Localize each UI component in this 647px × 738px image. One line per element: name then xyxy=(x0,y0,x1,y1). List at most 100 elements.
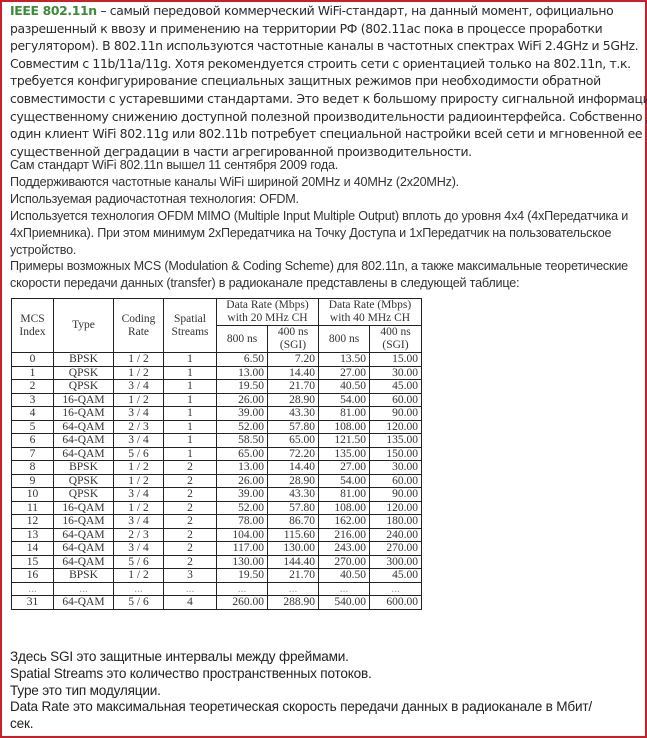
cell-rate-40-400ns: 180.00 xyxy=(369,514,422,529)
fact-line: Поддерживаются частотные каналы WiFi шир… xyxy=(10,174,459,189)
cell-mcs-index: 31 xyxy=(11,595,54,610)
cell-rate-20-800ns: 39.00 xyxy=(216,406,268,421)
table-row: 13 64-QAM 2 / 3 2 104.00 115.60 216.00 240.00 xyxy=(11,527,422,542)
cell-type: 64-QAM xyxy=(53,527,114,542)
intro-line: – самый передовой коммерческий WiFi-стан… xyxy=(96,3,614,18)
cell-coding-rate: 5 / 6 xyxy=(113,554,164,569)
intro-line: существенному снижению доступной полезно… xyxy=(10,108,647,124)
cell-spatial-streams: 4 xyxy=(163,595,217,610)
cell-spatial-streams: 1 xyxy=(163,392,217,407)
table-row: 1 QPSK 1 / 2 1 13.00 14.40 27.00 30.00 xyxy=(11,365,422,380)
cell-rate-20-800ns: 104.00 xyxy=(216,527,268,542)
standard-term: IEEE 802.11n xyxy=(10,3,97,18)
table-row: 11 16-QAM 1 / 2 2 52.00 57.80 108.00 120.00 xyxy=(11,500,422,515)
cell-rate-40-800ns: ... xyxy=(318,581,370,596)
cell-coding-rate: 3 / 4 xyxy=(113,541,164,556)
fact-line: Сам стандарт WiFi 802.11n вышел 11 сентя… xyxy=(10,158,339,172)
fact-line: Используемая радиочастотная технология: … xyxy=(10,191,299,206)
cell-mcs-index: 8 xyxy=(11,460,54,475)
cell-mcs-index: 9 xyxy=(11,473,54,488)
cell-mcs-index: 0 xyxy=(11,352,54,367)
intro-line: совместимости с устаревшими стандартами.… xyxy=(10,90,647,106)
cell-type: 64-QAM xyxy=(53,446,114,461)
cell-rate-40-400ns: 60.00 xyxy=(369,392,422,407)
cell-rate-40-400ns: 15.00 xyxy=(369,352,422,367)
cell-spatial-streams: 2 xyxy=(163,487,217,502)
cell-rate-20-800ns: 19.50 xyxy=(216,568,268,583)
table-row: 9 QPSK 1 / 2 2 26.00 28.90 54.00 60.00 xyxy=(11,473,422,488)
cell-spatial-streams: 1 xyxy=(163,419,217,434)
note-line: Spatial Streams это количество пространс… xyxy=(10,665,372,681)
cell-rate-40-800ns: 108.00 xyxy=(318,500,370,515)
cell-rate-20-800ns: 65.00 xyxy=(216,446,268,461)
cell-rate-40-400ns: 300.00 xyxy=(369,554,422,569)
cell-rate-20-800ns: 117.00 xyxy=(216,541,268,556)
cell-mcs-index: 7 xyxy=(11,446,54,461)
note-line: Data Rate это максимальная теоретическая… xyxy=(10,699,592,715)
cell-coding-rate: 3 / 4 xyxy=(113,433,164,448)
intro-line: разрешенный к ввозу и применению на терр… xyxy=(10,20,603,36)
cell-type: 64-QAM xyxy=(53,419,114,434)
cell-spatial-streams: 2 xyxy=(163,527,217,542)
cell-type: 64-QAM xyxy=(53,595,114,610)
cell-mcs-index: 1 xyxy=(11,365,54,380)
cell-rate-20-400ns: 14.40 xyxy=(267,460,319,475)
cell-type: QPSK xyxy=(53,473,114,488)
table-row: 2 QPSK 3 / 4 1 19.50 21.70 40.50 45.00 xyxy=(11,379,422,394)
cell-mcs-index: 5 xyxy=(11,419,54,434)
cell-rate-20-800ns: 13.00 xyxy=(216,460,268,475)
intro-line: один клиент WiFi 802.11g или 802.11b пот… xyxy=(10,126,643,142)
cell-rate-20-400ns: 72.20 xyxy=(267,446,319,461)
cell-rate-20-400ns: 57.80 xyxy=(267,419,319,434)
cell-mcs-index: 3 xyxy=(11,392,54,407)
intro-paragraph: IEEE 802.11n – самый передовой коммерчес… xyxy=(10,2,647,160)
cell-spatial-streams: 1 xyxy=(163,352,217,367)
fact-line: устройство. xyxy=(10,242,77,257)
cell-rate-20-800ns: ... xyxy=(216,581,268,596)
cell-rate-20-800ns: 130.00 xyxy=(216,554,268,569)
cell-rate-20-400ns: 21.70 xyxy=(267,568,319,583)
cell-rate-20-400ns: 28.90 xyxy=(267,473,319,488)
cell-rate-20-800ns: 6.50 xyxy=(216,352,268,367)
cell-mcs-index: 10 xyxy=(11,487,54,502)
cell-rate-20-400ns: 14.40 xyxy=(267,365,319,380)
cell-rate-40-800ns: 54.00 xyxy=(318,392,370,407)
cell-rate-40-800ns: 540.00 xyxy=(318,595,370,610)
cell-spatial-streams: 2 xyxy=(163,473,217,488)
cell-rate-20-400ns: 28.90 xyxy=(267,392,319,407)
cell-rate-20-400ns: ... xyxy=(267,581,319,596)
cell-coding-rate: 3 / 4 xyxy=(113,406,164,421)
cell-rate-20-800ns: 26.00 xyxy=(216,473,268,488)
table-row: 15 64-QAM 5 / 6 2 130.00 144.40 270.00 300.00 xyxy=(11,554,422,569)
cell-rate-40-800ns: 27.00 xyxy=(318,365,370,380)
table-row: 7 64-QAM 5 / 6 1 65.00 72.20 135.00 150.00 xyxy=(11,446,422,461)
cell-rate-20-800ns: 39.00 xyxy=(216,487,268,502)
cell-rate-40-800ns: 40.50 xyxy=(318,568,370,583)
cell-rate-40-800ns: 81.00 xyxy=(318,487,370,502)
cell-spatial-streams: 2 xyxy=(163,460,217,475)
intro-line: требуется конфигурирование специальных з… xyxy=(10,73,601,89)
cell-rate-40-800ns: 270.00 xyxy=(318,554,370,569)
table-row: 3 16-QAM 1 / 2 1 26.00 28.90 54.00 60.00 xyxy=(11,392,422,407)
cell-mcs-index: 12 xyxy=(11,514,54,529)
cell-type: QPSK xyxy=(53,487,114,502)
cell-spatial-streams: 1 xyxy=(163,379,217,394)
cell-coding-rate: 1 / 2 xyxy=(113,365,164,380)
cell-spatial-streams: 1 xyxy=(163,446,217,461)
cell-rate-40-800ns: 243.00 xyxy=(318,541,370,556)
cell-rate-40-400ns: 30.00 xyxy=(369,365,422,380)
header-800ns-40: 800 ns xyxy=(318,325,370,353)
table-row: 14 64-QAM 3 / 4 2 117.00 130.00 243.00 270.00 xyxy=(11,541,422,556)
cell-spatial-streams: 2 xyxy=(163,500,217,515)
cell-type: BPSK xyxy=(53,568,114,583)
cell-rate-20-800ns: 26.00 xyxy=(216,392,268,407)
table-row: 6 64-QAM 3 / 4 1 58.50 65.00 121.50 135.00 xyxy=(11,433,422,448)
cell-spatial-streams: 3 xyxy=(163,568,217,583)
cell-type: QPSK xyxy=(53,365,114,380)
intro-line: регулятором). В 802.11n используются час… xyxy=(10,38,639,54)
cell-type: 16-QAM xyxy=(53,500,114,515)
cell-spatial-streams: 1 xyxy=(163,433,217,448)
cell-rate-40-800ns: 162.00 xyxy=(318,514,370,529)
cell-spatial-streams: ... xyxy=(163,581,217,596)
table-row: 16 BPSK 1 / 2 3 19.50 21.70 40.50 45.00 xyxy=(11,568,422,583)
